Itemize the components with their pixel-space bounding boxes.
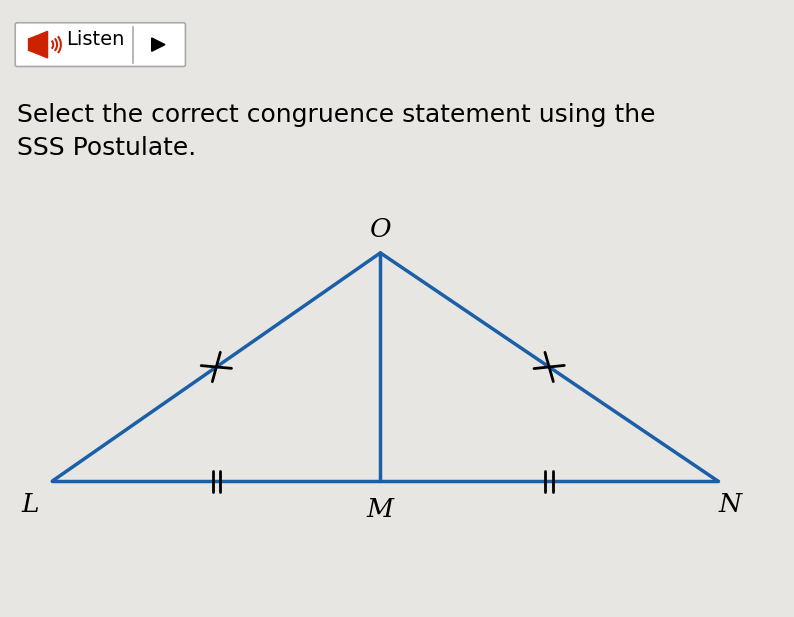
Text: M: M [367,497,394,522]
Text: Listen: Listen [66,30,125,49]
FancyBboxPatch shape [15,23,186,67]
Text: SSS Postulate.: SSS Postulate. [17,136,196,160]
Text: O: O [369,217,391,242]
Text: Select the correct congruence statement using the: Select the correct congruence statement … [17,103,656,127]
Polygon shape [37,31,48,58]
Polygon shape [29,36,37,53]
Text: N: N [719,492,742,518]
Polygon shape [152,38,165,51]
Text: L: L [21,492,39,518]
